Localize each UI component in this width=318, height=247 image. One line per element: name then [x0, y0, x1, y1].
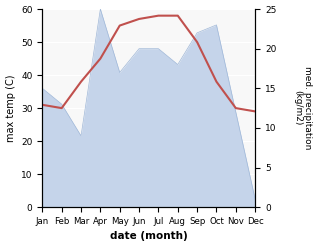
- Y-axis label: med. precipitation
(kg/m2): med. precipitation (kg/m2): [293, 66, 313, 150]
- Y-axis label: max temp (C): max temp (C): [5, 74, 16, 142]
- X-axis label: date (month): date (month): [110, 231, 188, 242]
